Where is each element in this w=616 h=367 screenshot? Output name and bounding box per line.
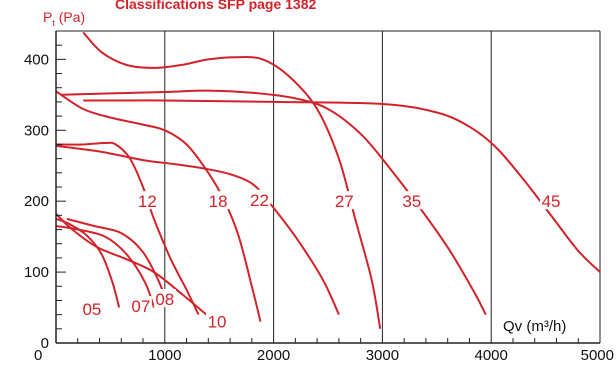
curve-label-05: 05 bbox=[82, 300, 101, 319]
y-axis-title-t: t bbox=[52, 18, 55, 28]
curve-label-bg-18 bbox=[207, 191, 230, 210]
curve-label-35: 35 bbox=[402, 192, 421, 211]
x-axis-title: Qv (m³/h) bbox=[503, 318, 566, 335]
x-tick-label-2000: 2000 bbox=[257, 347, 290, 364]
x-tick-label-3000: 3000 bbox=[366, 347, 399, 364]
curve-label-07: 07 bbox=[131, 297, 150, 316]
curve-labels: 05 07 08 10 12 18 22 27 35 45 bbox=[80, 189, 563, 332]
curve-label-bg-07 bbox=[129, 296, 152, 315]
y-axis-title: Pt (Pa) bbox=[43, 9, 85, 28]
curve-10 bbox=[55, 213, 212, 319]
curve-35 bbox=[61, 89, 487, 316]
curve-label-22: 22 bbox=[250, 191, 269, 210]
x-tick-label-5000: 5000 bbox=[581, 347, 614, 364]
curve-22 bbox=[55, 144, 340, 316]
y-axis-title-unit: (Pa) bbox=[55, 9, 85, 25]
curve-27 bbox=[82, 31, 382, 329]
curve-12 bbox=[55, 141, 200, 316]
curve-label-bg-10 bbox=[206, 311, 229, 330]
axes bbox=[55, 30, 600, 344]
curve-label-bg-35 bbox=[400, 191, 423, 210]
y-tick-label-400: 400 bbox=[24, 51, 49, 68]
curve-label-08: 08 bbox=[155, 290, 174, 309]
curves bbox=[55, 31, 601, 329]
x-tick-label-0: 0 bbox=[34, 347, 42, 364]
y-tick-label-200: 200 bbox=[24, 193, 49, 210]
curve-label-bg-45 bbox=[540, 191, 563, 210]
y-tick-label-100: 100 bbox=[24, 264, 49, 281]
curve-label-45: 45 bbox=[542, 192, 561, 211]
curve-label-bg-12 bbox=[136, 191, 159, 210]
curve-label-10: 10 bbox=[208, 313, 227, 332]
curve-label-bg-27 bbox=[333, 191, 356, 210]
x-tick-label-4000: 4000 bbox=[475, 347, 508, 364]
curve-label-bg-05 bbox=[80, 298, 103, 317]
curve-label-12: 12 bbox=[138, 192, 157, 211]
curve-05 bbox=[55, 217, 121, 308]
y-axis-title-p: P bbox=[43, 9, 52, 25]
curve-label-27: 27 bbox=[335, 192, 354, 211]
top-caption: Classifications SFP page 1382 bbox=[115, 0, 316, 12]
curve-07 bbox=[55, 225, 155, 308]
curve-18 bbox=[55, 90, 262, 322]
x-tick-label-1000: 1000 bbox=[148, 347, 181, 364]
y-tick-label-0: 0 bbox=[41, 335, 49, 352]
curve-label-18: 18 bbox=[209, 192, 228, 211]
curve-08 bbox=[66, 217, 168, 305]
curve-45 bbox=[83, 99, 601, 273]
curve-label-bg-08 bbox=[153, 289, 176, 308]
y-tick-label-300: 300 bbox=[24, 122, 49, 139]
curve-label-bg-22 bbox=[248, 189, 271, 208]
